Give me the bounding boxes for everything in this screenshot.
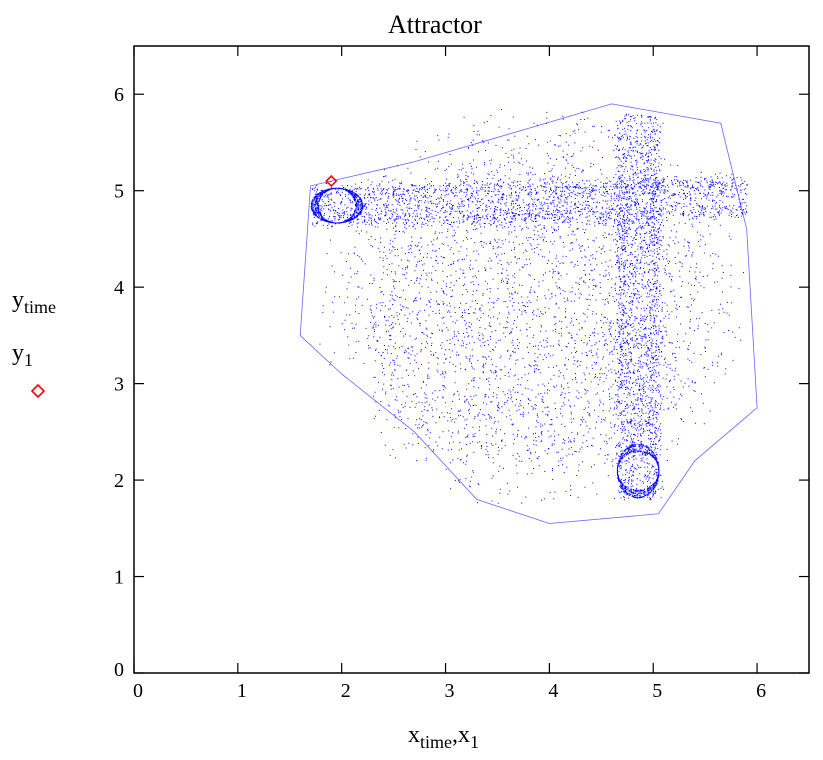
x-tick-label: 6 <box>756 680 766 702</box>
y-axis: 0 1 2 3 4 5 6 <box>114 84 809 681</box>
x-tick-label: 1 <box>237 680 247 702</box>
x-tick-label: 3 <box>445 680 455 702</box>
x-axis-label: xtime,x1 <box>408 722 479 752</box>
legend-diamond-icon <box>31 384 45 398</box>
y-tick-label: 3 <box>114 374 124 396</box>
current-point-markers <box>325 174 338 188</box>
attractor-trajectory <box>310 109 748 504</box>
attractor-points <box>299 103 758 524</box>
y-tick-label: 4 <box>114 277 124 299</box>
x-tick-label: 2 <box>341 680 351 702</box>
current-point-marker <box>325 174 338 188</box>
y-tick-label: 6 <box>114 84 124 106</box>
chart-title: Attractor <box>388 10 482 39</box>
y-tick-label: 2 <box>114 470 124 492</box>
x-axis: 0 1 2 3 4 5 6 <box>133 46 766 702</box>
plot-border <box>133 45 810 674</box>
y-axis-label-ytime: ytime <box>12 287 56 317</box>
x-tick-label: 4 <box>548 680 558 702</box>
y-tick-label: 1 <box>114 567 124 589</box>
y-tick-label: 0 <box>114 659 124 681</box>
x-tick-label: 5 <box>652 680 662 702</box>
plot-frame <box>133 45 810 674</box>
y-axis-label-y1: y1 <box>12 340 33 370</box>
x-tick-label: 0 <box>133 680 143 702</box>
y-tick-label: 5 <box>114 181 124 203</box>
attractor-outline <box>299 103 758 524</box>
